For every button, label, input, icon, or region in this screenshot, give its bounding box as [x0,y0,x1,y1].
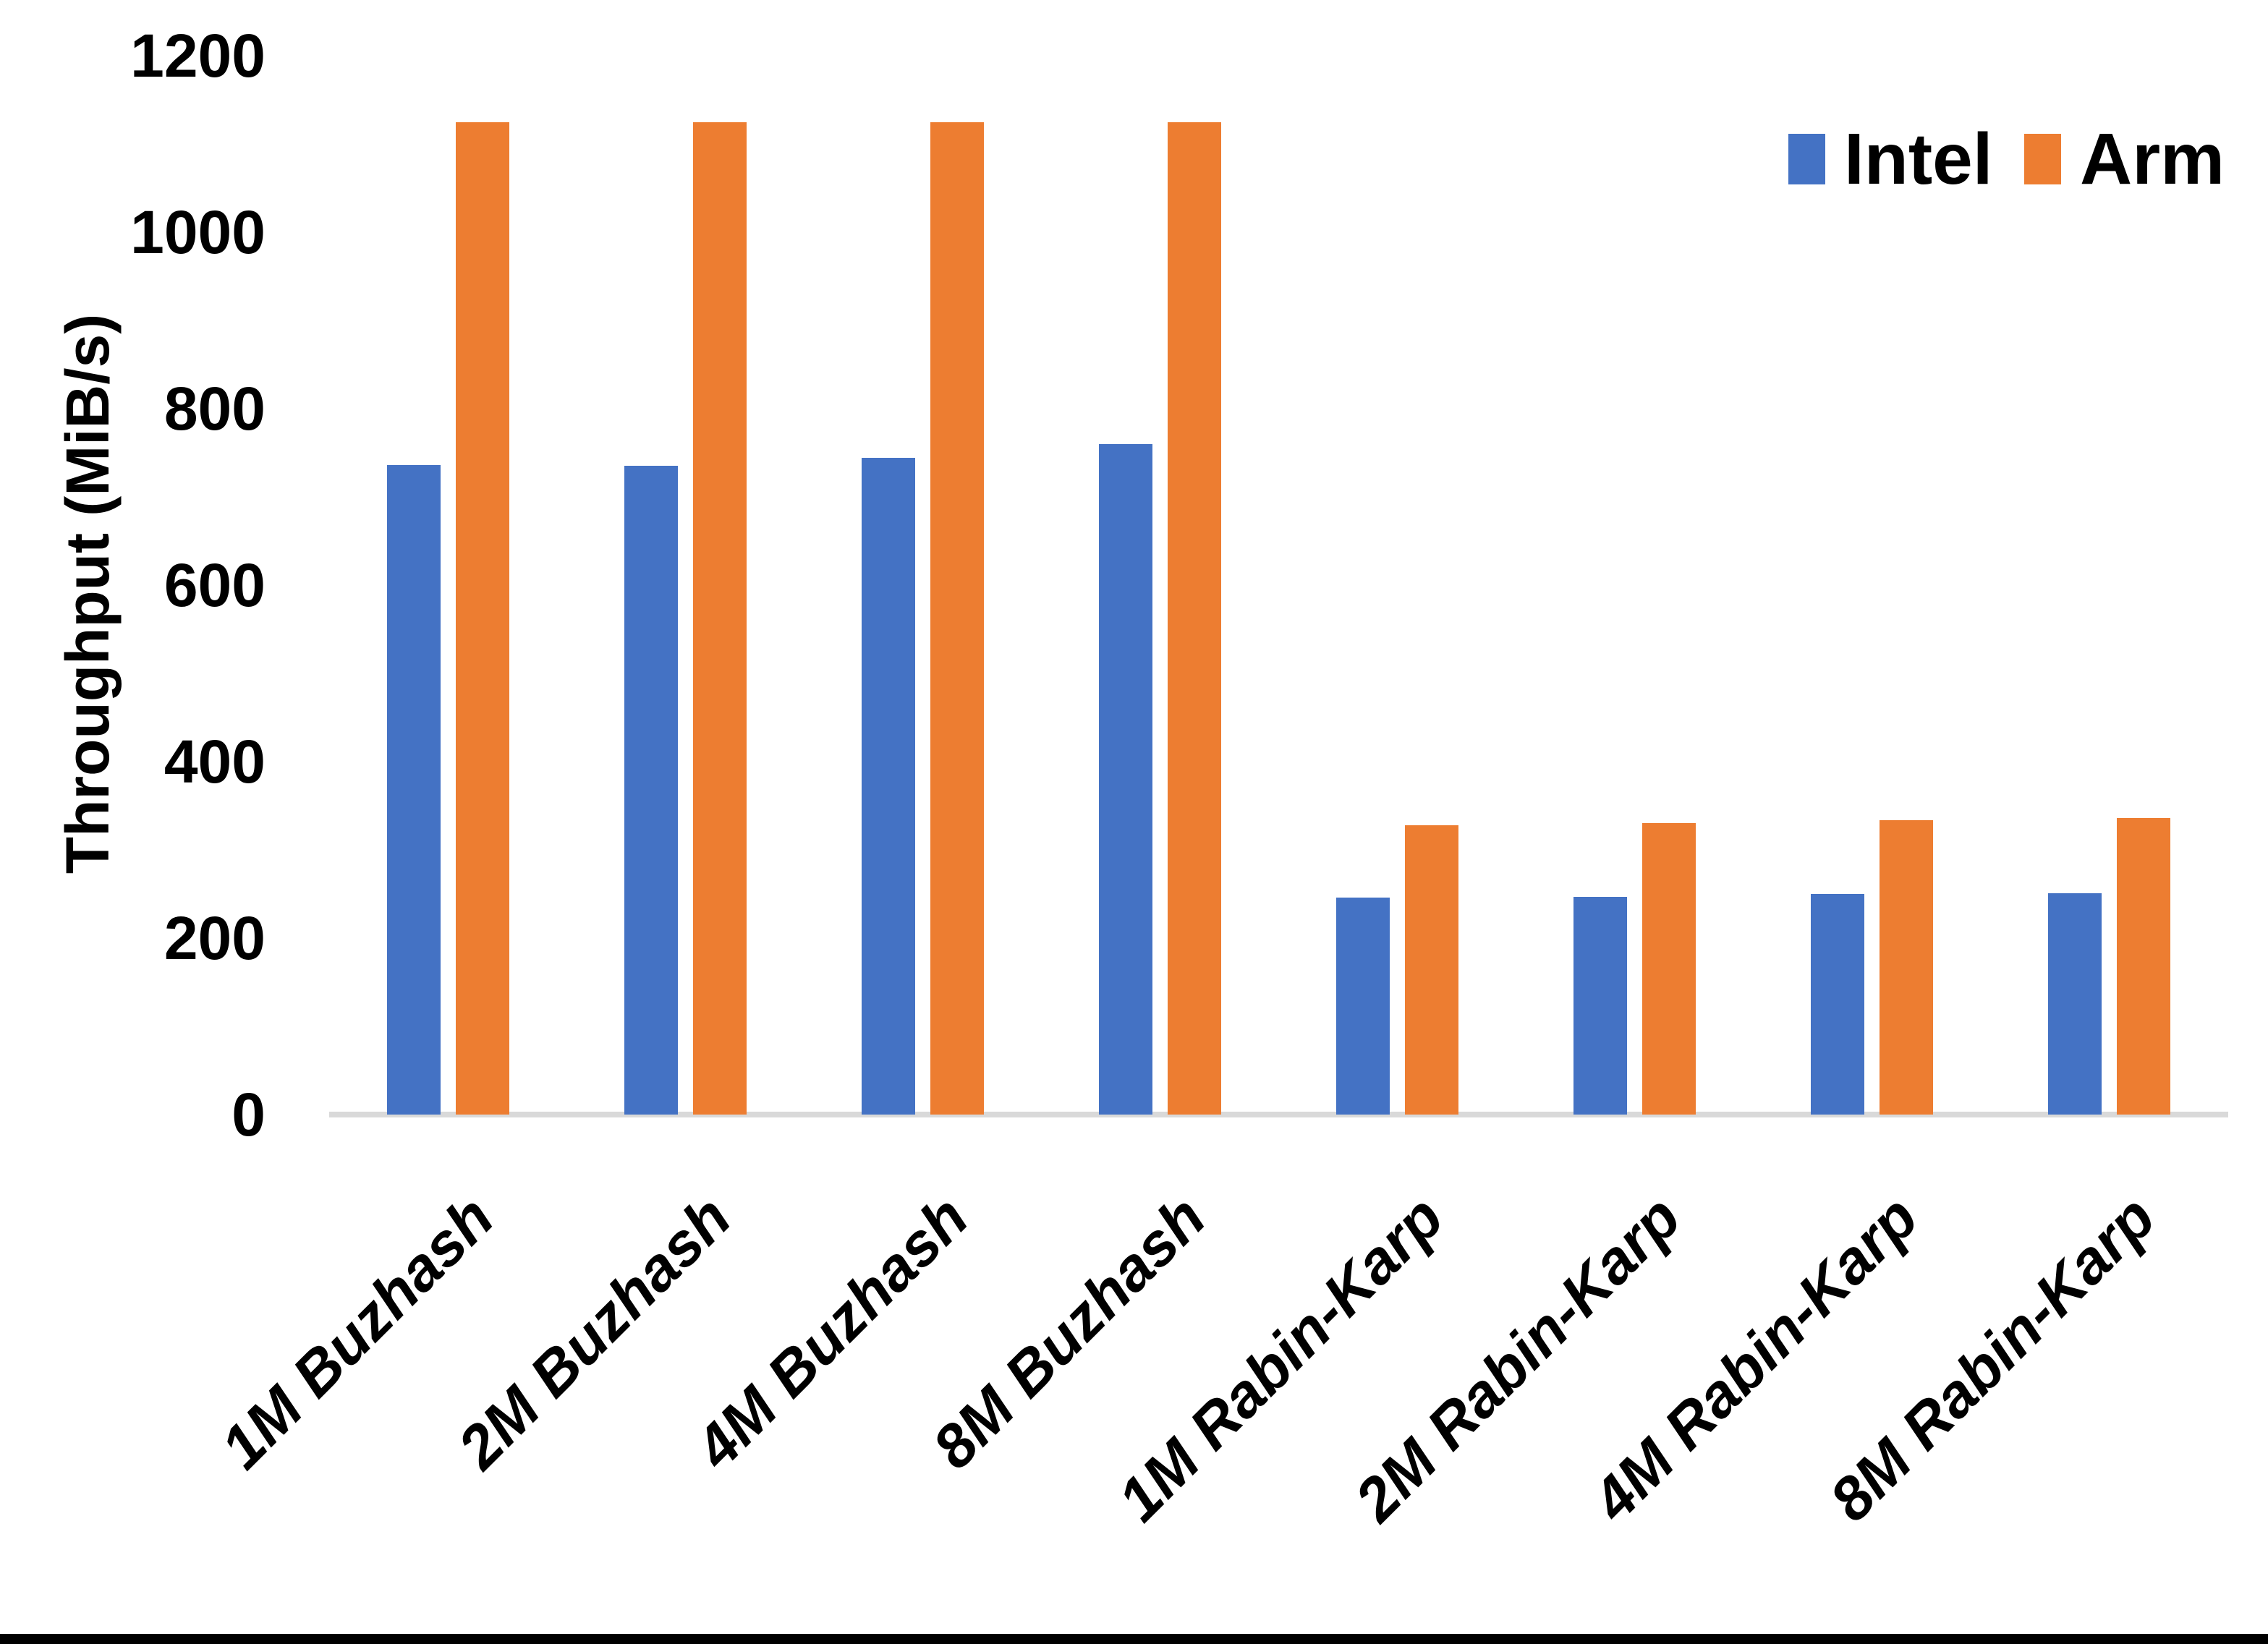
bottom-border [0,1634,2268,1644]
legend-item-intel: Intel [1788,123,1993,195]
legend-swatch-arm [2024,134,2061,184]
y-tick-label-400: 400 [163,728,266,796]
bar-intel-2m-rabin-karp [1573,896,1628,1115]
y-tick-label-1000: 1000 [130,198,266,266]
bar-intel-1m-rabin-karp [1336,897,1390,1115]
bar-intel-4m-buzhash [861,458,915,1115]
y-tick-label-1200: 1200 [130,22,266,90]
bar-arm-1m-buzhash [455,122,509,1115]
bar-intel-8m-rabin-karp [2048,893,2102,1115]
legend-label-arm: Arm [2080,119,2225,200]
legend-label-intel: Intel [1844,119,1993,200]
y-tick-label-600: 600 [163,551,266,619]
bar-intel-4m-rabin-karp [1811,894,1865,1115]
bar-intel-8m-buzhash [1098,443,1152,1115]
bar-arm-8m-buzhash [1167,122,1221,1115]
bar-arm-2m-buzhash [692,122,747,1115]
legend-swatch-intel [1788,134,1825,184]
bar-arm-8m-rabin-karp [2117,818,2171,1115]
bar-arm-1m-rabin-karp [1405,825,1459,1115]
y-tick-label-800: 800 [163,375,266,443]
y-tick-label-0: 0 [232,1081,266,1149]
bar-arm-4m-rabin-karp [1880,819,1934,1115]
bar-arm-2m-rabin-karp [1642,823,1696,1115]
bar-intel-2m-buzhash [624,466,678,1115]
bar-arm-4m-buzhash [930,122,984,1115]
x-axis-line [329,1112,2228,1117]
y-tick-label-200: 200 [163,904,266,972]
legend-item-arm: Arm [2024,123,2225,195]
bar-intel-1m-buzhash [386,465,441,1115]
